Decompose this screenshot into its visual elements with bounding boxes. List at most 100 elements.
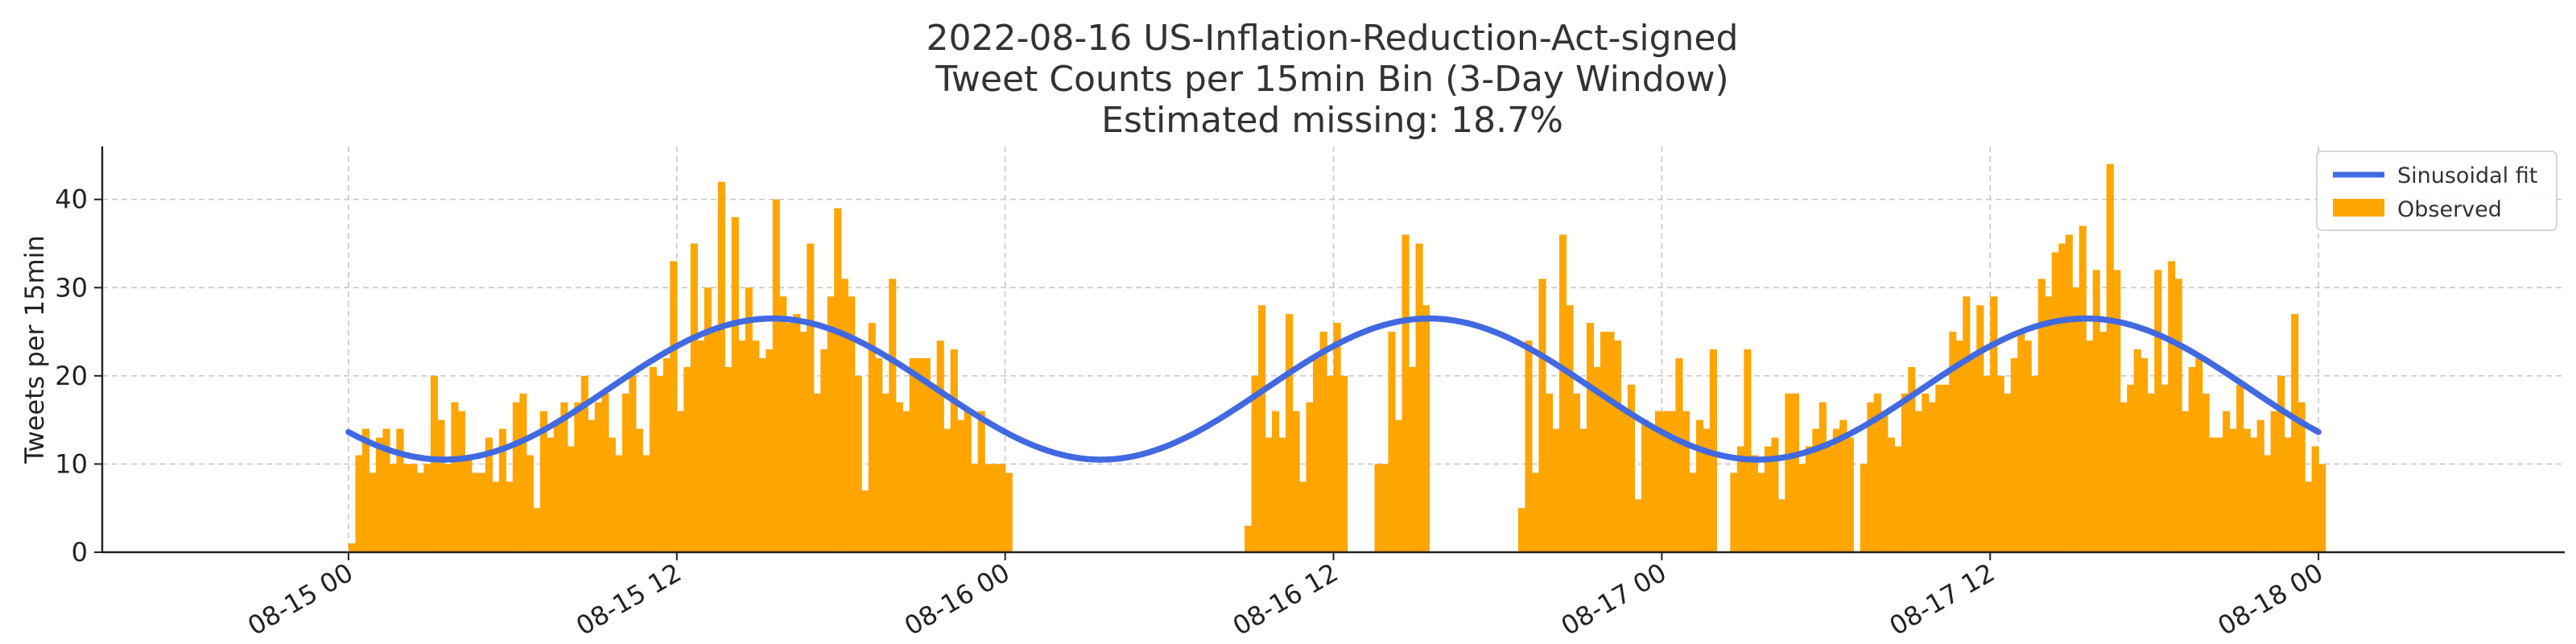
observed-bar [423,464,431,552]
observed-bar [1272,411,1280,552]
observed-bar [2318,464,2326,552]
observed-bar [1908,366,1916,552]
observed-bar [1922,393,1930,552]
observed-bar [957,419,965,552]
observed-bar [2051,252,2059,552]
observed-bar [2106,163,2114,552]
observed-bar [348,543,356,552]
x-tick-label: 08-18 00 [2213,557,2329,642]
observed-bar [2277,375,2285,552]
observed-bar [1572,393,1580,552]
observed-bar [964,411,972,552]
observed-bar [1805,446,1813,552]
observed-bar [1552,428,1560,552]
observed-bar [539,411,547,552]
observed-bar [772,199,780,553]
observed-bar [752,341,760,552]
observed-bar [2058,243,2066,552]
observed-bar [580,375,588,552]
observed-bar [1333,323,1341,552]
observed-bar [1388,332,1396,552]
observed-bar [820,349,828,552]
observed-bar [2099,332,2107,552]
observed-bar [1579,428,1587,552]
observed-bar [977,411,985,552]
observed-bar [2174,279,2182,552]
observed-bar [2215,437,2223,552]
observed-bar [2154,270,2162,552]
observed-bar [1641,419,1649,552]
observed-bar [2209,437,2217,552]
observed-bar [2086,341,2094,552]
observed-bar [547,437,555,552]
observed-bar [451,402,459,552]
observed-bar [1319,332,1327,552]
sinusoidal-fit-line [345,315,2322,463]
observed-bar [567,446,575,552]
observed-bar [1757,473,1765,552]
observed-bar [2092,270,2100,552]
observed-bar [1558,234,1567,552]
observed-bar [2250,437,2258,552]
observed-bar [601,393,609,552]
observed-bar [369,473,377,552]
observed-bar [1689,473,1697,552]
observed-bar [492,481,500,552]
x-tick-label: 08-17 00 [1556,557,1672,642]
legend-observed-label: Observed [2397,197,2502,222]
y-axis-label: Tweets per 15min [19,235,50,464]
observed-bar [683,366,691,552]
observed-bar [786,323,794,552]
observed-bar [1538,279,1546,552]
observed-bar [1265,437,1273,552]
observed-bar [868,323,876,552]
observed-bar [731,217,739,552]
observed-bar [2004,393,2012,552]
observed-bar [642,455,650,552]
observed-bar [1867,402,1875,552]
observed-bar [2031,375,2039,552]
observed-bar [1258,305,1266,552]
observed-bar [498,428,506,552]
observed-bar [361,428,369,552]
legend: Sinusoidal fit Observed [2316,151,2557,231]
observed-bar [1525,341,1533,552]
observed-bar [560,402,568,552]
observed-bar [2024,341,2032,552]
observed-bar [697,341,705,552]
title-line-3: Estimated missing: 18.7% [1101,100,1563,141]
observed-bar [991,464,999,552]
x-axis-ticks: 08-15 00 08-15 12 08-16 00 08-16 12 08-17 00… [242,552,2328,642]
observed-bar [1662,411,1670,552]
observed-bar [594,402,602,552]
observed-bar [1963,296,1971,552]
observed-bar [2195,357,2203,552]
observed-bar [813,393,821,552]
observed-bar [1777,499,1785,552]
observed-bar [389,464,397,552]
observed-bar [2120,402,2128,552]
observed-bar [779,296,787,552]
observed-bar [608,437,616,552]
observed-bar [704,287,712,552]
observed-bar [2236,384,2244,552]
sinusoidal-fit-layer [345,315,2322,463]
observed-bar [2045,296,2053,552]
observed-bar [1771,437,1779,552]
observed-bar [745,287,753,552]
observed-bar [2140,357,2149,552]
observed-bar [2065,234,2073,552]
observed-bar [2311,446,2319,552]
legend-observed-swatch [2333,199,2384,217]
observed-bar [895,402,903,552]
observed-bar [1251,375,1259,552]
x-tick-label: 08-16 12 [1228,557,1344,642]
observed-bar [1798,464,1806,552]
observed-bar [1292,411,1300,552]
y-tick-label: 40 [55,184,88,215]
observed-bar [889,279,897,552]
observed-bar [457,411,465,552]
observed-bar [1832,428,1840,552]
observed-bar [834,208,842,552]
